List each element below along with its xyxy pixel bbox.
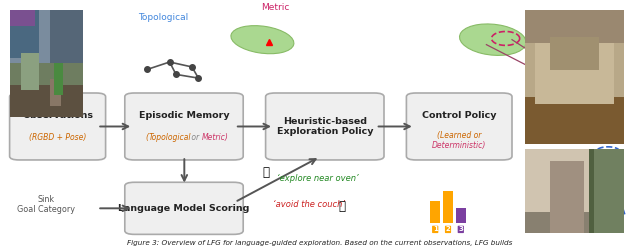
Text: Figure 3: Overview of LFG for language-guided exploration. Based on the current : Figure 3: Overview of LFG for language-g… (127, 240, 513, 246)
Text: or: or (189, 133, 202, 142)
Text: Metric): Metric) (202, 133, 228, 142)
Bar (550, 37, 599, 70)
Text: Topological: Topological (148, 133, 191, 142)
Bar (50, 10, 83, 63)
Bar (456, 208, 466, 223)
Text: ‘explore near oven’: ‘explore near oven’ (277, 174, 359, 183)
FancyBboxPatch shape (125, 182, 243, 234)
Text: 3: 3 (458, 226, 463, 232)
Bar (534, 43, 614, 104)
FancyBboxPatch shape (406, 93, 512, 160)
Bar (54, 63, 63, 95)
Text: (: ( (146, 133, 148, 142)
Bar (525, 212, 624, 233)
Bar (20, 53, 39, 90)
Bar (50, 79, 61, 106)
Text: Metric: Metric (261, 3, 289, 12)
FancyBboxPatch shape (10, 93, 106, 160)
Text: 1: 1 (433, 226, 438, 232)
Bar (430, 201, 440, 223)
Text: ‘avoid the couch’: ‘avoid the couch’ (273, 200, 344, 209)
Text: Topological: Topological (138, 13, 188, 22)
Text: Sink
Goal Category: Sink Goal Category (17, 195, 75, 214)
Bar (525, 97, 624, 144)
Text: Observations: Observations (22, 111, 93, 120)
Text: Heuristic-based
Exploration Policy: Heuristic-based Exploration Policy (276, 117, 373, 136)
Text: Control Policy: Control Policy (422, 111, 497, 120)
Bar (525, 10, 624, 43)
FancyBboxPatch shape (266, 93, 384, 160)
Bar (443, 191, 453, 223)
Text: Language Model Scoring: Language Model Scoring (118, 204, 250, 213)
Bar (550, 161, 584, 233)
Text: (RGBD + Pose): (RGBD + Pose) (29, 133, 86, 142)
Text: 2: 2 (445, 226, 451, 232)
Bar (10, 10, 39, 58)
FancyBboxPatch shape (125, 93, 243, 160)
Text: (Learned or: (Learned or (437, 131, 481, 140)
Bar (10, 85, 83, 117)
Bar (10, 10, 35, 26)
Text: 👎: 👎 (338, 200, 345, 213)
Text: Episodic Memory: Episodic Memory (139, 111, 229, 120)
Text: 👍: 👍 (262, 166, 269, 179)
Bar (10, 63, 83, 85)
Bar (589, 149, 624, 233)
Ellipse shape (460, 24, 526, 55)
Bar (589, 149, 595, 233)
Text: Deterministic): Deterministic) (432, 141, 486, 150)
Ellipse shape (231, 26, 294, 54)
